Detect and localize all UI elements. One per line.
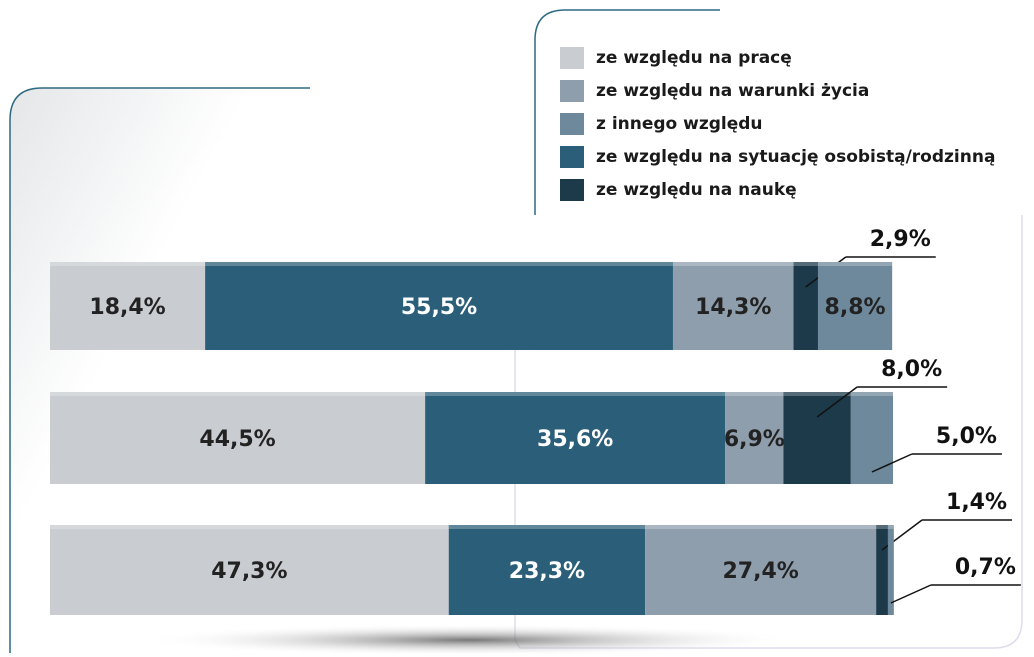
data-label: 55,5% — [401, 295, 477, 320]
data-label: 5,0% — [936, 424, 997, 449]
bar-highlight — [725, 392, 784, 396]
data-label: 47,3% — [211, 559, 287, 584]
legend-swatch — [560, 179, 584, 201]
bar-highlight — [50, 392, 426, 396]
leader-line — [890, 584, 932, 604]
data-label: 14,3% — [695, 295, 771, 320]
bar-highlight — [887, 525, 894, 529]
bar-highlight — [793, 262, 818, 266]
data-label: 23,3% — [509, 559, 585, 584]
legend-label: z innego względu — [596, 114, 763, 134]
data-label: 27,4% — [722, 559, 798, 584]
data-label: 35,6% — [537, 427, 613, 452]
legend-label: ze względu na naukę — [596, 180, 797, 200]
bar-highlight — [672, 262, 794, 266]
bar-segment — [50, 525, 449, 615]
bar-segment — [876, 525, 888, 615]
data-label: 0,7% — [955, 555, 1016, 580]
legend-swatch — [560, 47, 584, 69]
data-label: 8,0% — [881, 357, 942, 382]
bar-highlight — [50, 262, 206, 266]
bar-segment — [425, 392, 726, 484]
data-label: 6,9% — [724, 427, 785, 452]
legend-swatch — [560, 146, 584, 168]
bar-segment — [50, 392, 426, 484]
bar-highlight — [850, 392, 893, 396]
bar-segment — [50, 262, 206, 350]
data-label: 2,9% — [870, 227, 931, 252]
bar-highlight — [50, 525, 449, 529]
panel — [9, 87, 310, 653]
data-label: 44,5% — [199, 427, 275, 452]
bar-highlight — [205, 262, 673, 266]
shadow — [140, 624, 800, 656]
data-label: 18,4% — [89, 295, 165, 320]
legend-panel — [534, 9, 720, 215]
legend-swatch — [560, 113, 584, 135]
bar-segment — [725, 392, 784, 484]
leader-line — [871, 453, 913, 473]
bar-segment — [672, 262, 794, 350]
legend-label: ze względu na pracę — [596, 48, 792, 68]
bar-segment — [645, 525, 877, 615]
bar-highlight — [448, 525, 646, 529]
bar-segment — [448, 525, 646, 615]
bar-highlight — [425, 392, 726, 396]
leader-line — [816, 386, 858, 418]
bar-segment — [793, 262, 818, 350]
bar-segment — [887, 525, 894, 615]
bar-highlight — [783, 392, 851, 396]
bar-segment — [817, 262, 893, 350]
legend-label: ze względu na sytuację osobistą/rodzinną — [596, 147, 995, 167]
bar-highlight — [645, 525, 877, 529]
data-label: 1,4% — [946, 490, 1007, 515]
bar-segment — [850, 392, 893, 484]
legend-label: ze względu na warunki życia — [596, 81, 869, 101]
bar-highlight — [817, 262, 893, 266]
bar-segment — [205, 262, 673, 350]
bar-segment — [783, 392, 851, 484]
data-label: 8,8% — [825, 295, 886, 320]
bar-highlight — [876, 525, 888, 529]
legend-swatch — [560, 80, 584, 102]
